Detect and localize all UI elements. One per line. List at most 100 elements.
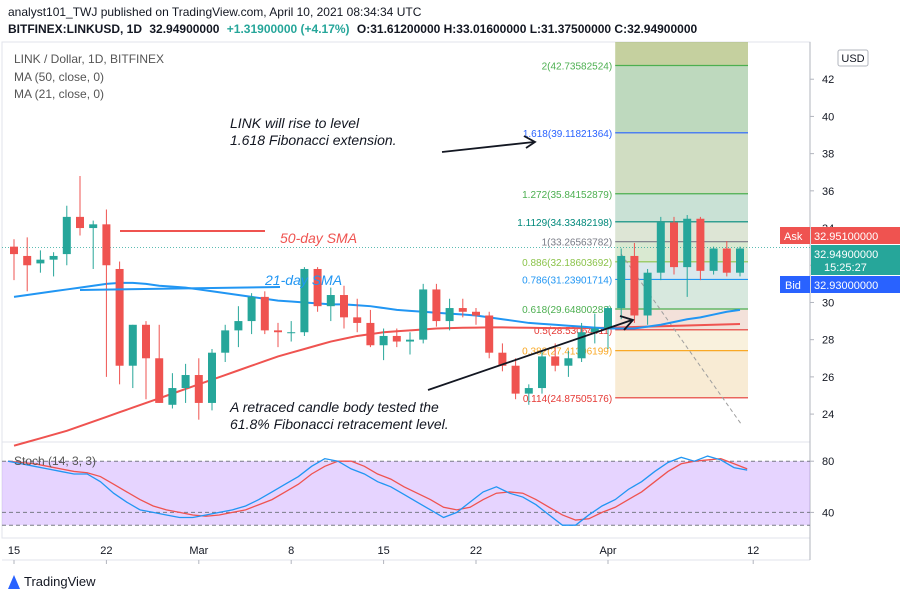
candle-body <box>326 295 335 307</box>
fib-level-label: 0.5(28.53064411) <box>534 326 612 337</box>
currency-box <box>837 49 869 67</box>
legend-title: LINK / Dollar, 1D, BITFINEX <box>14 52 165 66</box>
candle-body <box>102 224 111 266</box>
note-bottom-line2: 61.8% Fibonacci retracement level. <box>230 416 449 432</box>
candle-body <box>168 388 177 405</box>
note-bottom-arrow <box>427 319 633 391</box>
candle-body <box>300 268 309 333</box>
last-close: 32.94900000 <box>149 22 220 36</box>
x-tick-label: 15 <box>377 545 389 557</box>
candle-body <box>472 311 480 316</box>
last-price-bg <box>811 245 900 275</box>
stoch-band <box>2 461 810 526</box>
stoch-d-line <box>7 457 748 521</box>
x-tick-label: Mar <box>189 545 208 557</box>
y-tick-label: 30 <box>822 297 834 309</box>
bid-value-bg <box>811 276 900 293</box>
candle-body <box>406 339 414 342</box>
tradingview-logo[interactable]: TradingView <box>8 574 96 589</box>
ma50-line <box>13 323 741 447</box>
candle-body <box>445 308 454 322</box>
candle-body <box>722 248 731 273</box>
x-tick-label: 22 <box>470 545 482 557</box>
fib-band <box>615 350 748 398</box>
candle-body <box>89 224 98 229</box>
candle-body <box>458 308 467 312</box>
y-tick-label: 42 <box>822 74 834 86</box>
note-top-line1: LINK will rise to level <box>230 115 360 131</box>
candle-body <box>683 218 692 268</box>
candle-body <box>366 322 375 346</box>
ma21-line <box>13 281 741 330</box>
fib-level-label: 1(33.26563782) <box>542 238 613 249</box>
candle-body <box>564 358 573 366</box>
ohlc-values: O:31.61200000 H:33.01600000 L:31.3750000… <box>356 22 698 36</box>
last-price-value: 32.94900000 <box>814 249 878 261</box>
sma50-annotation: 50-day SMA <box>280 230 357 246</box>
candle-body <box>696 218 705 271</box>
candle-body <box>115 268 124 366</box>
candle-body <box>432 289 441 322</box>
y-tick-label: 38 <box>822 149 834 161</box>
y-tick-label: 36 <box>822 186 834 198</box>
candle-body <box>313 268 322 307</box>
candle-body <box>221 330 230 353</box>
fib-band <box>615 65 748 133</box>
sma21-annotation: 21-day SMA <box>264 272 342 288</box>
legend-ma50[interactable]: MA (50, close, 0) <box>14 70 105 84</box>
candle-body <box>617 255 626 309</box>
change-value: +1.31900000 (+4.17%) <box>226 22 350 36</box>
note-top-line2: 1.618 Fibonacci extension. <box>230 132 397 148</box>
tradingview-logo-text: TradingView <box>24 574 96 589</box>
x-tick-label: 22 <box>100 545 112 557</box>
fib-band <box>615 221 748 242</box>
fib-level-label: 2(42.73582524) <box>542 62 613 73</box>
candle-body <box>353 317 362 323</box>
candle-body <box>208 352 216 403</box>
publish-info: analyst101_TWJ published on TradingView.… <box>8 5 422 19</box>
candle-body <box>287 332 296 334</box>
candle-body <box>379 335 388 346</box>
candle-body <box>36 259 45 264</box>
fib-level-label: 0.886(32.18603692) <box>522 258 612 269</box>
candle-body <box>485 315 494 353</box>
note-top-arrowhead <box>523 135 537 149</box>
fib-band <box>615 42 748 66</box>
note-bottom-arrowhead <box>619 315 635 331</box>
fib-level-label: 0.114(24.87505176) <box>523 394 612 405</box>
tradingview-logo-icon <box>8 574 20 589</box>
y-tick-label: 28 <box>822 335 834 347</box>
x-tick-label: 12 <box>747 545 759 557</box>
candle-body <box>274 330 282 333</box>
legend-ma21[interactable]: MA (21, close, 0) <box>14 87 105 101</box>
note-top-arrow <box>441 141 535 153</box>
candle-body <box>419 289 428 340</box>
candle-body <box>49 255 58 260</box>
candle-body <box>577 332 586 359</box>
fib-level-label: 1.1129(34.33482198) <box>517 218 612 229</box>
y-tick-label: 26 <box>822 372 834 384</box>
candle-body <box>630 255 639 316</box>
currency-label: USD <box>841 53 864 65</box>
ask-value: 32.95100000 <box>814 231 878 243</box>
fib-band <box>615 132 748 194</box>
y-tick-label: 24 <box>822 409 834 421</box>
bid-value: 32.93000000 <box>814 280 878 292</box>
candle-body <box>590 328 599 333</box>
x-tick-label: Apr <box>599 545 616 557</box>
fib-level-label: 0.786(31.23901714) <box>522 275 612 286</box>
candle-body <box>234 321 243 331</box>
candle-body <box>340 295 348 318</box>
candle-body <box>670 222 678 268</box>
ask-label: Ask <box>784 231 803 243</box>
candle-body <box>194 375 203 403</box>
symbol-name: BITFINEX:LINKUSD, 1D <box>8 22 143 36</box>
candle-body <box>247 296 256 322</box>
candle-body <box>10 246 18 255</box>
fib-level-label: 1.272(35.84152879) <box>522 190 612 201</box>
x-tick-label: 15 <box>8 545 20 557</box>
fib-band <box>615 193 748 222</box>
candle-body <box>538 356 546 389</box>
candle-body <box>76 216 84 229</box>
